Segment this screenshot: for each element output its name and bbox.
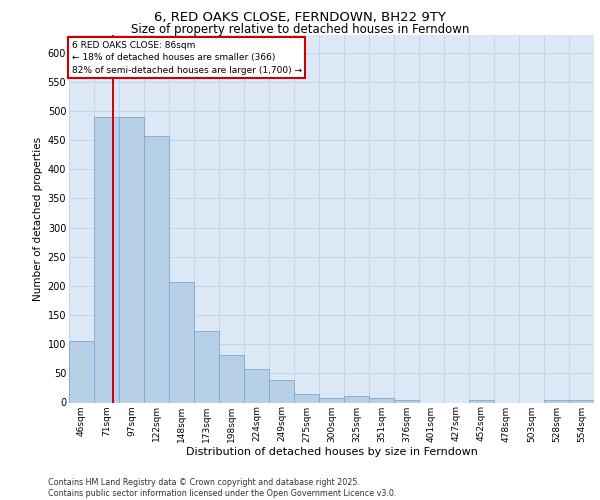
Text: 6 RED OAKS CLOSE: 86sqm
← 18% of detached houses are smaller (366)
82% of semi-d: 6 RED OAKS CLOSE: 86sqm ← 18% of detache… xyxy=(71,40,302,74)
Bar xyxy=(94,116,119,403)
Bar xyxy=(119,116,144,403)
Bar xyxy=(194,332,219,402)
Bar xyxy=(219,354,244,403)
Text: 6, RED OAKS CLOSE, FERNDOWN, BH22 9TY: 6, RED OAKS CLOSE, FERNDOWN, BH22 9TY xyxy=(154,11,446,24)
Bar xyxy=(169,282,194,403)
X-axis label: Distribution of detached houses by size in Ferndown: Distribution of detached houses by size … xyxy=(185,447,478,457)
Bar xyxy=(144,136,169,402)
Y-axis label: Number of detached properties: Number of detached properties xyxy=(34,136,43,301)
Bar xyxy=(394,400,419,402)
Bar xyxy=(69,341,94,402)
Bar xyxy=(319,398,344,402)
Text: Size of property relative to detached houses in Ferndown: Size of property relative to detached ho… xyxy=(131,22,469,36)
Bar xyxy=(344,396,369,402)
Text: Contains HM Land Registry data © Crown copyright and database right 2025.
Contai: Contains HM Land Registry data © Crown c… xyxy=(48,478,397,498)
Bar xyxy=(369,398,394,402)
Bar xyxy=(544,400,569,402)
Bar xyxy=(469,400,494,402)
Bar xyxy=(244,369,269,402)
Bar xyxy=(294,394,319,402)
Bar xyxy=(569,400,594,402)
Bar xyxy=(269,380,294,402)
